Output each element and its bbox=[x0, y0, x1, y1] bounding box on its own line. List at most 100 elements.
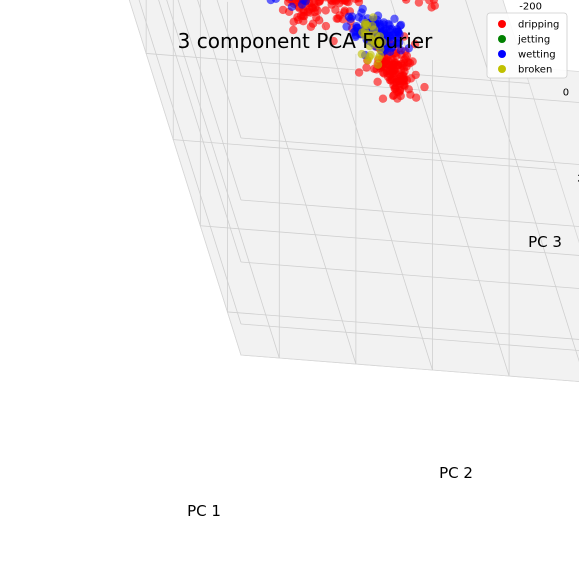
point-dripping bbox=[393, 94, 402, 103]
grid-line-z bbox=[158, 0, 242, 263]
y-tick-label: 200 bbox=[577, 174, 579, 185]
point-dripping bbox=[429, 0, 439, 4]
grid-line-z bbox=[240, 75, 579, 103]
point-wetting bbox=[358, 4, 367, 14]
point-wetting bbox=[379, 18, 388, 27]
point-wetting bbox=[342, 22, 351, 31]
point-dripping bbox=[293, 13, 302, 22]
legend-label-wetting: wetting bbox=[518, 50, 556, 61]
point-dripping bbox=[321, 6, 330, 15]
point-broken bbox=[369, 25, 379, 34]
legend-label-jetting: jetting bbox=[517, 35, 550, 46]
grid-line-z bbox=[177, 0, 242, 201]
point-dripping bbox=[391, 84, 400, 93]
point-dripping bbox=[402, 51, 412, 60]
point-dripping bbox=[354, 68, 364, 77]
point-dripping bbox=[339, 0, 347, 2]
grid-line-z bbox=[138, 0, 242, 325]
point-wetting bbox=[392, 25, 402, 34]
legend-box bbox=[486, 12, 568, 79]
point-dripping bbox=[387, 54, 396, 64]
grid-line-y bbox=[227, 311, 579, 340]
point-dripping bbox=[411, 70, 420, 80]
point-wetting bbox=[395, 38, 404, 47]
point-dripping bbox=[373, 77, 382, 87]
chart-title: 3 component PCA Fourier bbox=[178, 29, 433, 53]
legend-label-dripping: dripping bbox=[518, 20, 559, 31]
point-broken bbox=[373, 60, 383, 69]
legend-marker-dripping bbox=[498, 20, 506, 28]
point-dripping bbox=[329, 36, 338, 46]
point-dripping bbox=[397, 71, 406, 81]
point-broken bbox=[363, 56, 372, 65]
point-dripping bbox=[308, 19, 318, 28]
point-wetting bbox=[404, 44, 413, 53]
point-dripping bbox=[299, 17, 308, 26]
legend-label-broken: broken bbox=[518, 65, 552, 76]
point-dripping bbox=[278, 5, 288, 15]
y-tick-label: 0 bbox=[563, 87, 569, 98]
grid-line-x bbox=[166, 0, 280, 359]
point-dripping bbox=[289, 25, 298, 35]
point-dripping bbox=[333, 14, 343, 23]
point-dripping bbox=[378, 94, 388, 103]
point-dripping bbox=[402, 62, 411, 71]
point-wetting bbox=[390, 14, 399, 23]
grid-line-z bbox=[240, 137, 579, 165]
point-wetting bbox=[288, 0, 294, 1]
grid-line-x bbox=[465, 0, 579, 363]
point-dripping bbox=[315, 16, 324, 25]
floor-pane bbox=[128, 0, 579, 382]
z-axis-label: PC 3 bbox=[528, 233, 562, 251]
point-dripping bbox=[412, 93, 421, 102]
point-broken bbox=[375, 51, 385, 60]
point-broken bbox=[374, 38, 383, 47]
grid-line-y bbox=[173, 139, 557, 170]
point-wetting bbox=[297, 0, 307, 9]
point-wetting bbox=[396, 46, 406, 55]
scatter-points bbox=[266, 0, 439, 103]
point-dripping bbox=[420, 82, 429, 92]
legend-marker-jetting bbox=[498, 35, 506, 43]
point-dripping bbox=[362, 63, 371, 72]
point-wetting bbox=[354, 13, 363, 22]
grid-lines bbox=[138, 0, 579, 377]
point-wetting bbox=[347, 12, 357, 21]
point-dripping bbox=[284, 0, 290, 1]
y-tick-label: -200 bbox=[519, 1, 542, 12]
point-dripping bbox=[414, 0, 424, 7]
point-dripping bbox=[331, 5, 340, 14]
grid-line-z bbox=[197, 0, 242, 139]
point-broken bbox=[363, 30, 372, 39]
y-axis-label: PC 2 bbox=[439, 464, 473, 482]
point-broken bbox=[357, 49, 366, 59]
point-dripping bbox=[299, 8, 308, 17]
point-wetting bbox=[287, 2, 297, 11]
x-axis-label: PC 1 bbox=[187, 502, 221, 520]
grid-line-z bbox=[240, 261, 579, 289]
legend: dripping jetting wetting broken bbox=[486, 12, 568, 79]
grid-line-x bbox=[390, 0, 510, 377]
point-dripping bbox=[402, 0, 408, 2]
grid-line-x bbox=[240, 0, 357, 365]
point-dripping bbox=[410, 40, 420, 49]
point-wetting bbox=[271, 0, 280, 3]
grid-line-z bbox=[240, 199, 579, 227]
point-broken bbox=[365, 41, 374, 51]
tick-labels: -400-2000200400-400-2000200400600-400-20… bbox=[519, 1, 579, 185]
grid-line-z bbox=[240, 323, 579, 351]
point-dripping bbox=[315, 0, 324, 6]
legend-marker-broken bbox=[498, 65, 506, 73]
grid-line-y bbox=[146, 53, 530, 84]
point-dripping bbox=[427, 3, 436, 12]
point-dripping bbox=[422, 0, 426, 1]
point-dripping bbox=[393, 60, 402, 69]
point-broken bbox=[360, 20, 369, 29]
point-dripping bbox=[307, 3, 317, 12]
point-wetting bbox=[385, 27, 395, 37]
grid-line-x bbox=[315, 0, 433, 371]
point-dripping bbox=[351, 0, 360, 4]
point-dripping bbox=[321, 21, 331, 31]
point-broken bbox=[369, 13, 378, 22]
grid-line-y bbox=[200, 225, 579, 256]
